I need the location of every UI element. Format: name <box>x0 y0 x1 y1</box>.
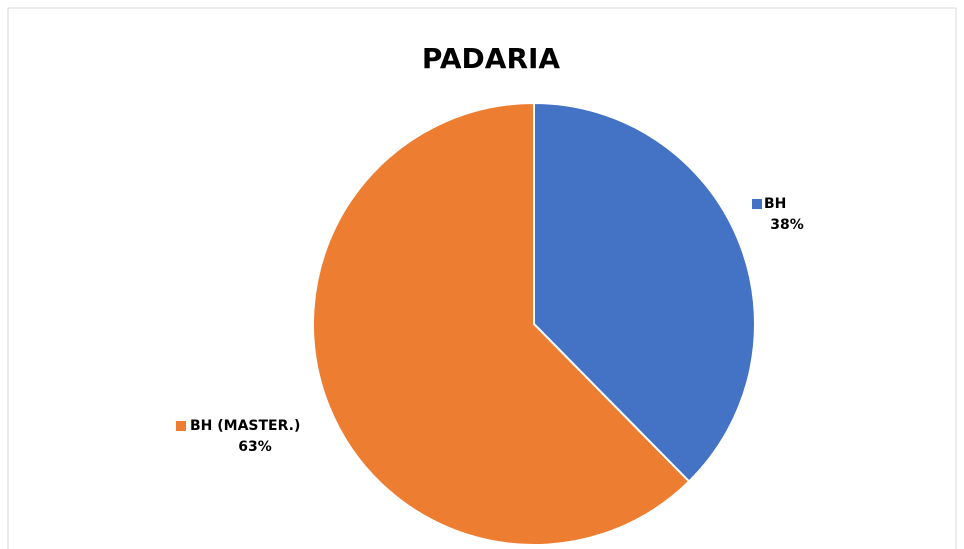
pie-slice <box>312 101 691 546</box>
category-label: BH <box>764 196 786 212</box>
value-label: 63% <box>238 439 272 455</box>
legend-swatch <box>752 199 762 209</box>
legend-swatch <box>176 421 186 431</box>
chart-title: PADARIA <box>422 42 561 75</box>
category-label: BH (MASTER.) <box>190 418 300 434</box>
pie-slice <box>533 101 756 483</box>
value-label: 38% <box>770 217 804 233</box>
